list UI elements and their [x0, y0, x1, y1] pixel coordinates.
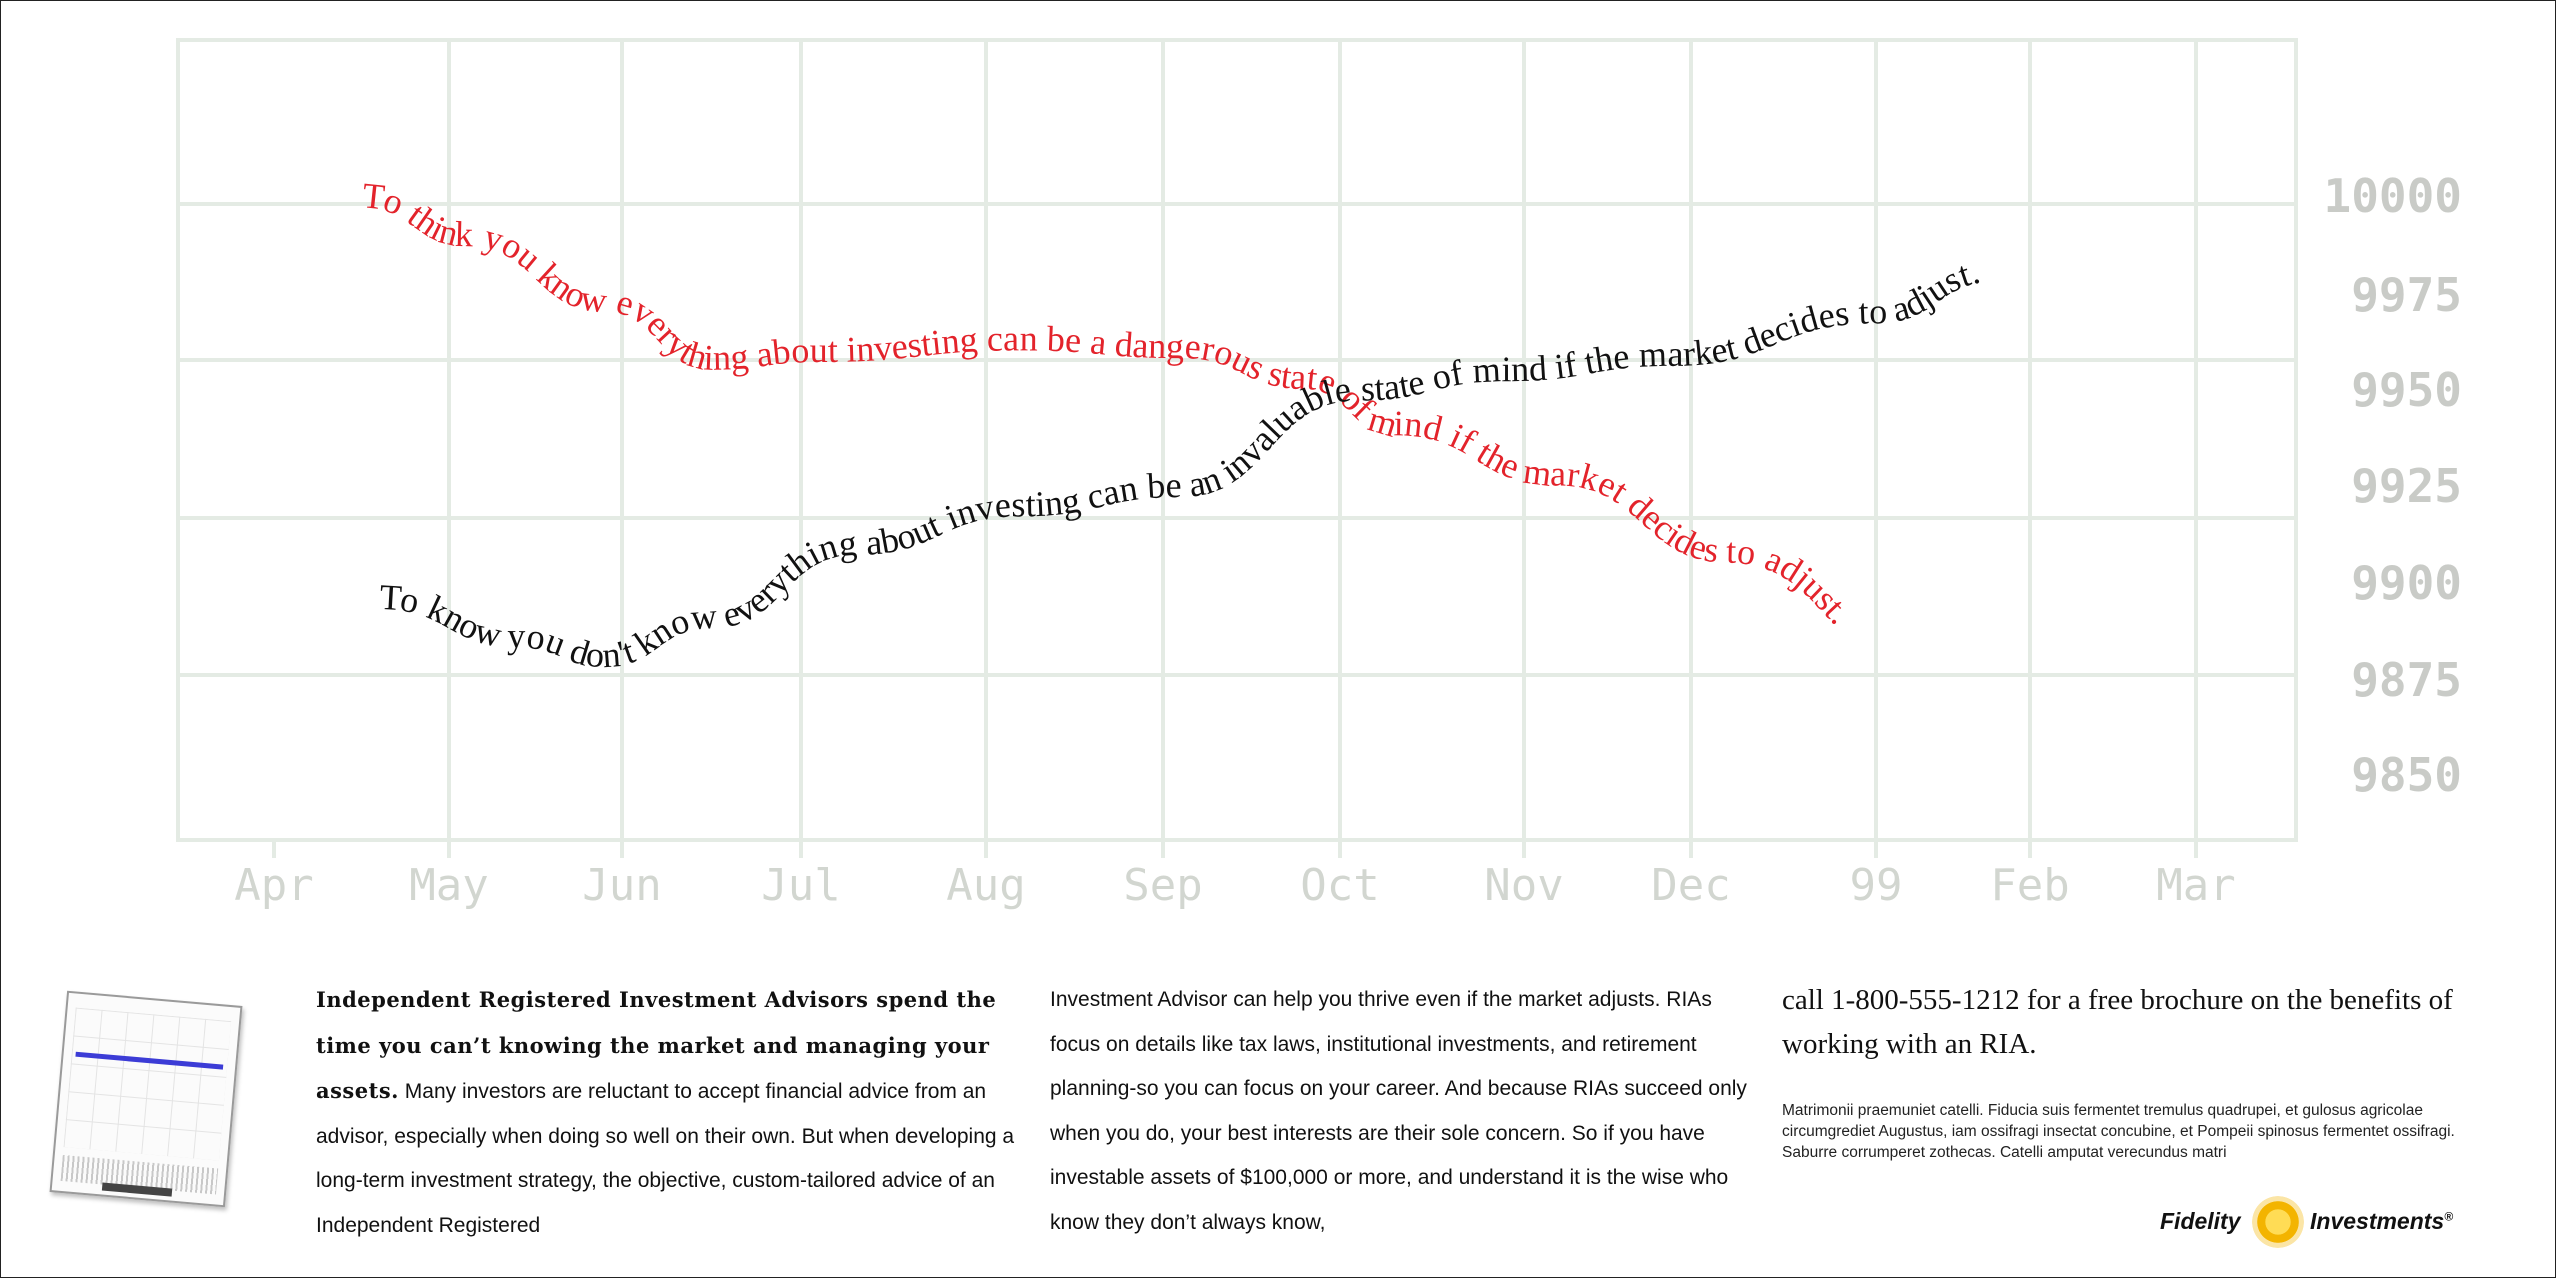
y-tick-label: 10000	[2324, 169, 2462, 223]
brand-name-right-text: Investments	[2310, 1208, 2445, 1234]
x-tick-label: Sep	[1123, 860, 1202, 911]
y-tick-label: 9950	[2351, 363, 2462, 417]
x-tick-label: May	[409, 860, 488, 911]
sun-logo-icon	[2252, 1196, 2304, 1248]
y-tick-label: 9975	[2351, 268, 2462, 322]
body-column-1: Independent Registered Investment Adviso…	[316, 978, 1016, 1248]
y-tick-label: 9925	[2351, 459, 2462, 513]
y-tick-label: 9850	[2351, 748, 2462, 802]
fidelity-logo: Fidelity Investments®	[2160, 1196, 2470, 1248]
grid-border	[176, 38, 2298, 842]
x-tick-label: Jul	[761, 860, 840, 911]
thumbnail-grid	[63, 1007, 232, 1161]
investing-chart: 10000 9975 9950 9925 9900 9875 9850 Apr May Jun J…	[176, 38, 2462, 911]
body-lead: Independent Registered Investment Adviso…	[316, 987, 997, 1103]
x-tick-label: Dec	[1651, 860, 1730, 911]
brand-name-left: Fidelity	[2160, 1208, 2241, 1234]
y-tick-label: 9900	[2351, 556, 2462, 610]
call-to-action: call 1-800-555-1212 for a free brochure …	[1782, 984, 2453, 1060]
y-tick-label: 9875	[2351, 653, 2462, 707]
series-line-text: To think you know everything about inves…	[361, 175, 1859, 632]
fine-print: Matrimonii praemuniet catelli. Fiducia s…	[1782, 1102, 2455, 1161]
body-column-2: Investment Advisor can help you thrive e…	[1050, 988, 1747, 1234]
x-tick-label: Jun	[582, 860, 661, 911]
x-tick-label: Nov	[1484, 860, 1563, 911]
x-tick-label: Apr	[234, 860, 313, 911]
chart-series: To think you know everything about inves…	[361, 175, 1984, 675]
x-tick-label: Oct	[1300, 860, 1379, 911]
body-col1-text: Many investors are reluctant to accept f…	[316, 1080, 1015, 1237]
x-tick-label: Mar	[2156, 860, 2235, 911]
brand-mark: ®	[2444, 1209, 2454, 1224]
brand-name-right: Investments®	[2310, 1208, 2453, 1235]
brochure-thumbnail-icon	[49, 990, 243, 1208]
x-tick-label: Aug	[946, 860, 1025, 911]
x-tick-label: 99	[1850, 860, 1903, 911]
y-axis-ticks: 10000 9975 9950 9925 9900 9875 9850	[2324, 169, 2462, 802]
chart-grid	[176, 38, 2298, 858]
x-tick-label: Feb	[1990, 860, 2069, 911]
x-axis-ticks: Apr May Jun Jul Aug Sep Oct Nov Dec 99 Feb Mar	[234, 860, 2235, 911]
